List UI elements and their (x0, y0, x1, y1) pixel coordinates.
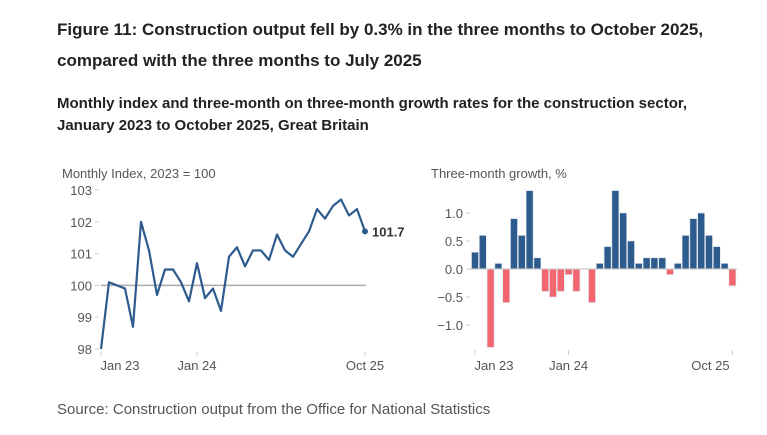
y-tick-label: 0.5 (445, 234, 463, 249)
growth-bar (681, 235, 690, 270)
y-tick-label: 102 (70, 215, 92, 230)
y-tick-label: −1.0 (437, 318, 463, 333)
growth-bar (634, 263, 643, 270)
growth-bar (705, 235, 713, 270)
y-tick-label: 100 (70, 278, 92, 293)
growth-bar (525, 190, 534, 270)
growth-bar (689, 218, 698, 270)
growth-bar (720, 263, 729, 270)
growth-bar (572, 268, 581, 292)
y-tick-label: 103 (70, 183, 92, 198)
growth-bar (541, 268, 550, 292)
end-point-marker (362, 228, 368, 235)
growth-bar (517, 235, 526, 270)
x-tick-label: Oct 25 (691, 358, 729, 373)
growth-bar (603, 246, 612, 270)
growth-bar (556, 268, 565, 292)
y-tick-label: 98 (78, 342, 92, 357)
growth-bar (627, 240, 635, 270)
growth-bar (588, 268, 596, 303)
x-tick-label: Jan 24 (177, 358, 216, 373)
growth-bar (533, 257, 542, 270)
x-tick-label: Jan 23 (100, 358, 139, 373)
y-tick-label: 1.0 (445, 206, 463, 221)
growth-bar (697, 212, 706, 270)
growth-bar (486, 268, 495, 348)
y-tick-label: −0.5 (437, 290, 463, 305)
growth-bar (510, 218, 518, 270)
right-axis-title: Three-month growth, % (431, 166, 567, 181)
figure-title: Figure 11: Construction output fell by 0… (57, 20, 704, 70)
growth-bar (471, 251, 479, 270)
growth-bar (673, 263, 682, 270)
growth-bar (658, 257, 667, 270)
growth-bar (666, 268, 674, 275)
growth-bar (478, 235, 487, 270)
figure-subtitle: Monthly index and three-month on three-m… (57, 95, 688, 134)
growth-bar (642, 257, 651, 270)
x-tick-label: Jan 23 (474, 358, 513, 373)
growth-bar (619, 212, 628, 270)
growth-bar (728, 268, 737, 287)
growth-bar (595, 263, 604, 270)
growth-bar (494, 263, 503, 270)
growth-bar (549, 268, 557, 298)
source-note: Source: Construction output from the Off… (57, 401, 491, 418)
y-tick-label: 101 (70, 247, 92, 262)
left-axis-title: Monthly Index, 2023 = 100 (62, 166, 216, 181)
index-line (99, 198, 367, 350)
growth-bar (650, 257, 659, 270)
growth-bar (502, 268, 511, 303)
x-tick-label: Oct 25 (346, 358, 384, 373)
growth-bar (611, 190, 620, 270)
growth-bar (712, 246, 721, 270)
y-tick-label: 99 (78, 310, 92, 325)
y-tick-label: 0.0 (445, 262, 463, 277)
end-value-label: 101.7 (372, 224, 405, 239)
growth-bar (564, 268, 573, 275)
x-tick-label: Jan 24 (549, 358, 588, 373)
